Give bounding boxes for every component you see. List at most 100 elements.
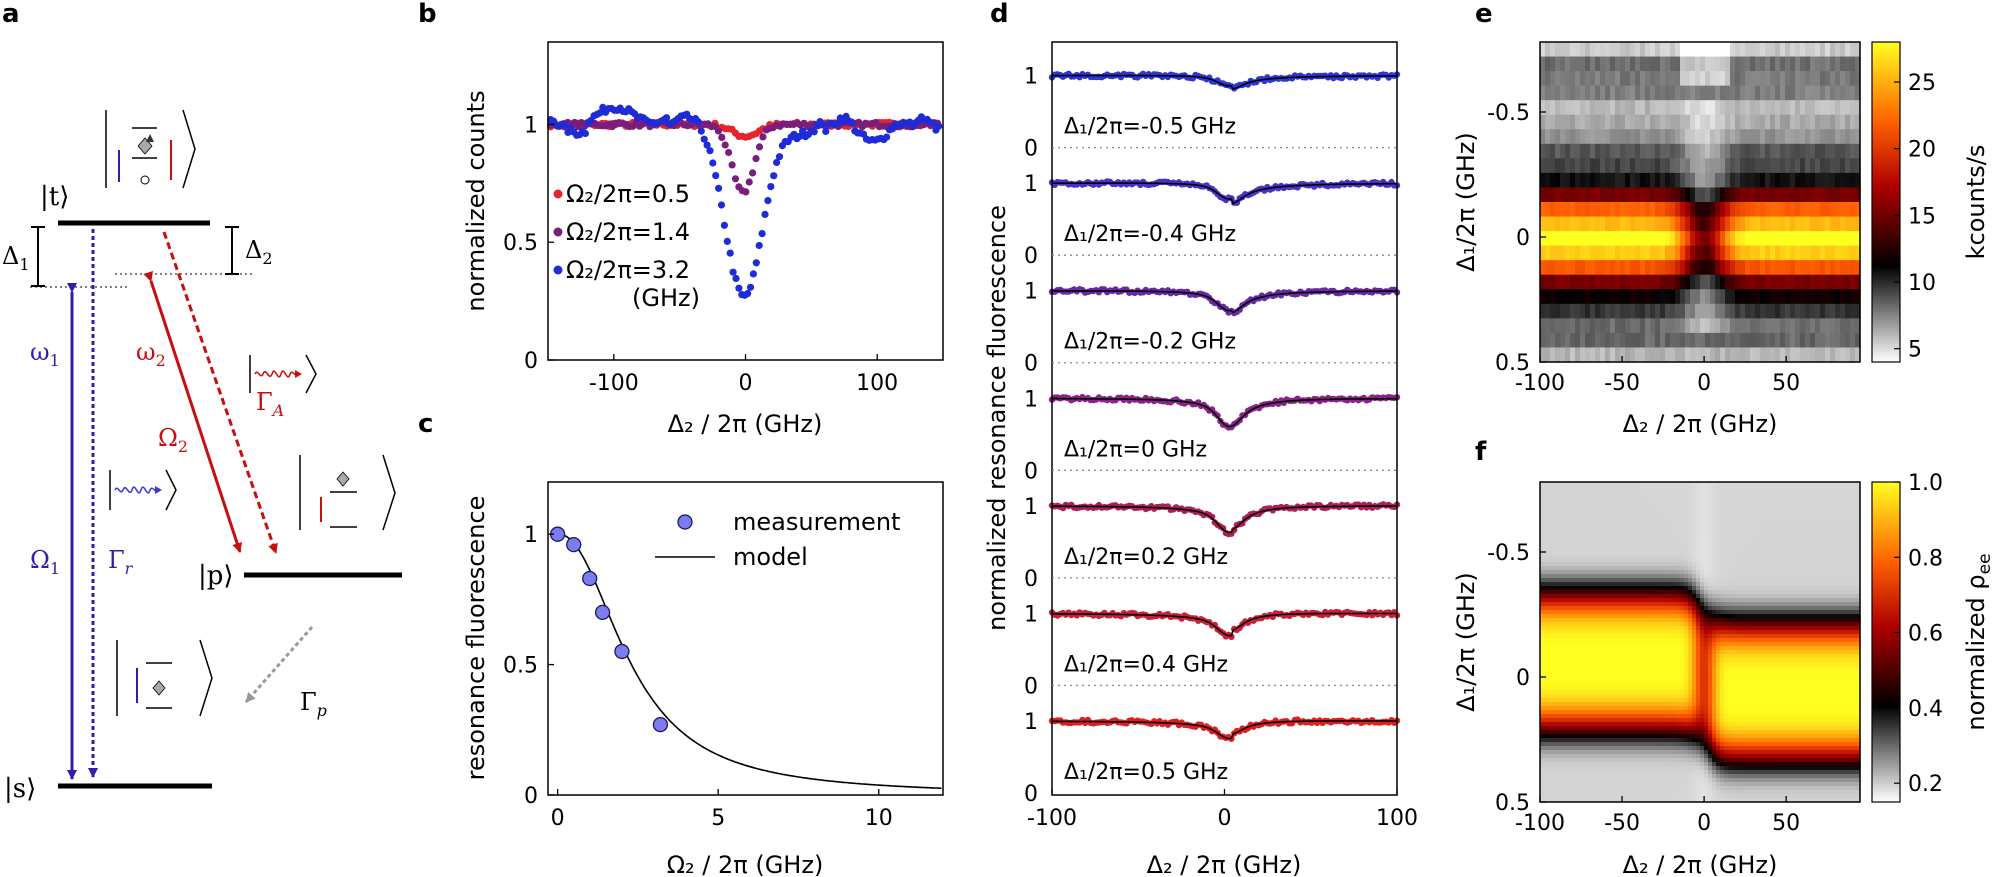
panel-f-cell bbox=[1560, 510, 1565, 515]
panel-d-ytick-label: 1 bbox=[1024, 495, 1038, 520]
panel-f-cell bbox=[1700, 542, 1705, 547]
panel-e-cell bbox=[1755, 143, 1761, 159]
panel-e-cell bbox=[1675, 71, 1681, 87]
panel-f-cell bbox=[1792, 534, 1797, 539]
panel-f-cell bbox=[1708, 522, 1713, 527]
panel-f-cell bbox=[1620, 514, 1625, 519]
panel-f-cell bbox=[1816, 526, 1821, 531]
panel-e-cell bbox=[1650, 318, 1656, 334]
panel-e-cell bbox=[1690, 71, 1696, 87]
panel-f-cell bbox=[1812, 510, 1817, 515]
panel-f-cell bbox=[1676, 562, 1681, 567]
panel-f-cell bbox=[1652, 522, 1657, 527]
panel-e-colorbar-label: kcounts/s bbox=[1962, 145, 1990, 260]
panel-e-cell bbox=[1820, 245, 1826, 261]
panel-f-cell bbox=[1700, 574, 1705, 579]
panel-f-cell bbox=[1852, 510, 1857, 515]
panel-f-cell bbox=[1704, 490, 1709, 495]
panel-f-cell bbox=[1684, 534, 1689, 539]
panel-e-cell bbox=[1730, 216, 1736, 232]
panel-f-cell bbox=[1692, 498, 1697, 503]
panel-e-cell bbox=[1810, 158, 1816, 174]
panel-f-cell bbox=[1728, 522, 1733, 527]
panel-f-cell bbox=[1548, 550, 1553, 555]
panel-f-cell bbox=[1580, 562, 1585, 567]
panel-e-cell bbox=[1745, 129, 1751, 145]
panel-e-cell bbox=[1710, 332, 1716, 349]
panel-f-cell bbox=[1616, 550, 1621, 555]
panel-f-cell bbox=[1812, 538, 1817, 543]
panel-e-cell bbox=[1835, 332, 1841, 349]
panel-f-cell bbox=[1776, 514, 1781, 519]
panel-e-cell bbox=[1755, 289, 1761, 305]
panel-e-cell bbox=[1645, 216, 1651, 232]
Omega2-rabi-label: Ω2 bbox=[158, 424, 188, 456]
panel-e-cell bbox=[1815, 100, 1821, 116]
panel-f-cell bbox=[1780, 550, 1785, 555]
panel-e-cell bbox=[1540, 85, 1546, 101]
panel-f-cell bbox=[1596, 502, 1601, 507]
panel-e-cell bbox=[1680, 332, 1686, 349]
panel-e-cell bbox=[1845, 85, 1851, 101]
panel-f-cell bbox=[1724, 546, 1729, 551]
panel-e-cell bbox=[1725, 158, 1731, 174]
panel-e-cell bbox=[1635, 114, 1641, 130]
panel-f-cell bbox=[1760, 538, 1765, 543]
panel-d-trace-label: Δ₁/2π=0 GHz bbox=[1064, 437, 1207, 462]
panel-e-cell bbox=[1585, 274, 1591, 290]
panel-f-cell bbox=[1560, 542, 1565, 547]
panel-e-cell bbox=[1780, 172, 1786, 189]
panel-e-cell bbox=[1710, 129, 1716, 145]
panel-f-cell bbox=[1852, 558, 1857, 563]
panel-f-cell bbox=[1588, 586, 1593, 591]
panel-f-cell bbox=[1744, 542, 1749, 547]
panel-f-cell bbox=[1660, 494, 1665, 499]
panel-f-cell bbox=[1572, 574, 1577, 579]
panel-e-cell bbox=[1780, 158, 1786, 174]
panel-e-cell bbox=[1815, 332, 1821, 349]
panel-f-cell bbox=[1740, 558, 1745, 563]
panel-e-cell bbox=[1610, 100, 1616, 116]
panel-b-point bbox=[755, 241, 763, 250]
panel-f-cell bbox=[1568, 538, 1573, 543]
panel-e-cell bbox=[1660, 172, 1666, 189]
panel-f-cell bbox=[1744, 510, 1749, 515]
panel-f-cell bbox=[1628, 546, 1633, 551]
panel-e-cell bbox=[1690, 187, 1696, 203]
panel-f-cell bbox=[1704, 586, 1709, 591]
panel-e-cell bbox=[1835, 114, 1841, 130]
panel-f-cell bbox=[1692, 506, 1697, 511]
panel-e-cell bbox=[1645, 347, 1651, 363]
panel-f-cell bbox=[1660, 546, 1665, 551]
panel-e-cell bbox=[1580, 202, 1586, 218]
panel-e-cell bbox=[1700, 56, 1706, 72]
panel-f-cell bbox=[1700, 498, 1705, 503]
panel-e-cell bbox=[1695, 289, 1701, 305]
panel-f-cell bbox=[1740, 542, 1745, 547]
panel-f-cell bbox=[1768, 570, 1773, 575]
panel-e-cell bbox=[1825, 42, 1831, 58]
panel-f-cell bbox=[1788, 534, 1793, 539]
panel-f-cell bbox=[1748, 574, 1753, 579]
panel-f-cell bbox=[1592, 534, 1597, 539]
panel-e-cell bbox=[1840, 42, 1846, 58]
panel-e-cell bbox=[1780, 289, 1786, 305]
panel-e-cell bbox=[1760, 114, 1766, 130]
panel-f-cell bbox=[1716, 546, 1721, 551]
panel-e-cell bbox=[1680, 114, 1686, 130]
panel-f-cell bbox=[1560, 538, 1565, 543]
panel-e-cell bbox=[1630, 56, 1636, 72]
panel-f-cell bbox=[1708, 502, 1713, 507]
panel-e-cell bbox=[1640, 347, 1646, 363]
panel-f-cell bbox=[1772, 538, 1777, 543]
panel-f-cell bbox=[1632, 562, 1637, 567]
panel-e-cell bbox=[1620, 274, 1626, 290]
panel-f-cell bbox=[1828, 542, 1833, 547]
panel-f-cell bbox=[1720, 558, 1725, 563]
panel-e-cell bbox=[1735, 85, 1741, 101]
panel-e-cell bbox=[1595, 260, 1601, 276]
panel-f-cell bbox=[1544, 538, 1549, 543]
panel-e-cell bbox=[1660, 274, 1666, 290]
panel-f-cell bbox=[1600, 494, 1605, 499]
panel-d-trace-4 bbox=[1048, 501, 1401, 538]
